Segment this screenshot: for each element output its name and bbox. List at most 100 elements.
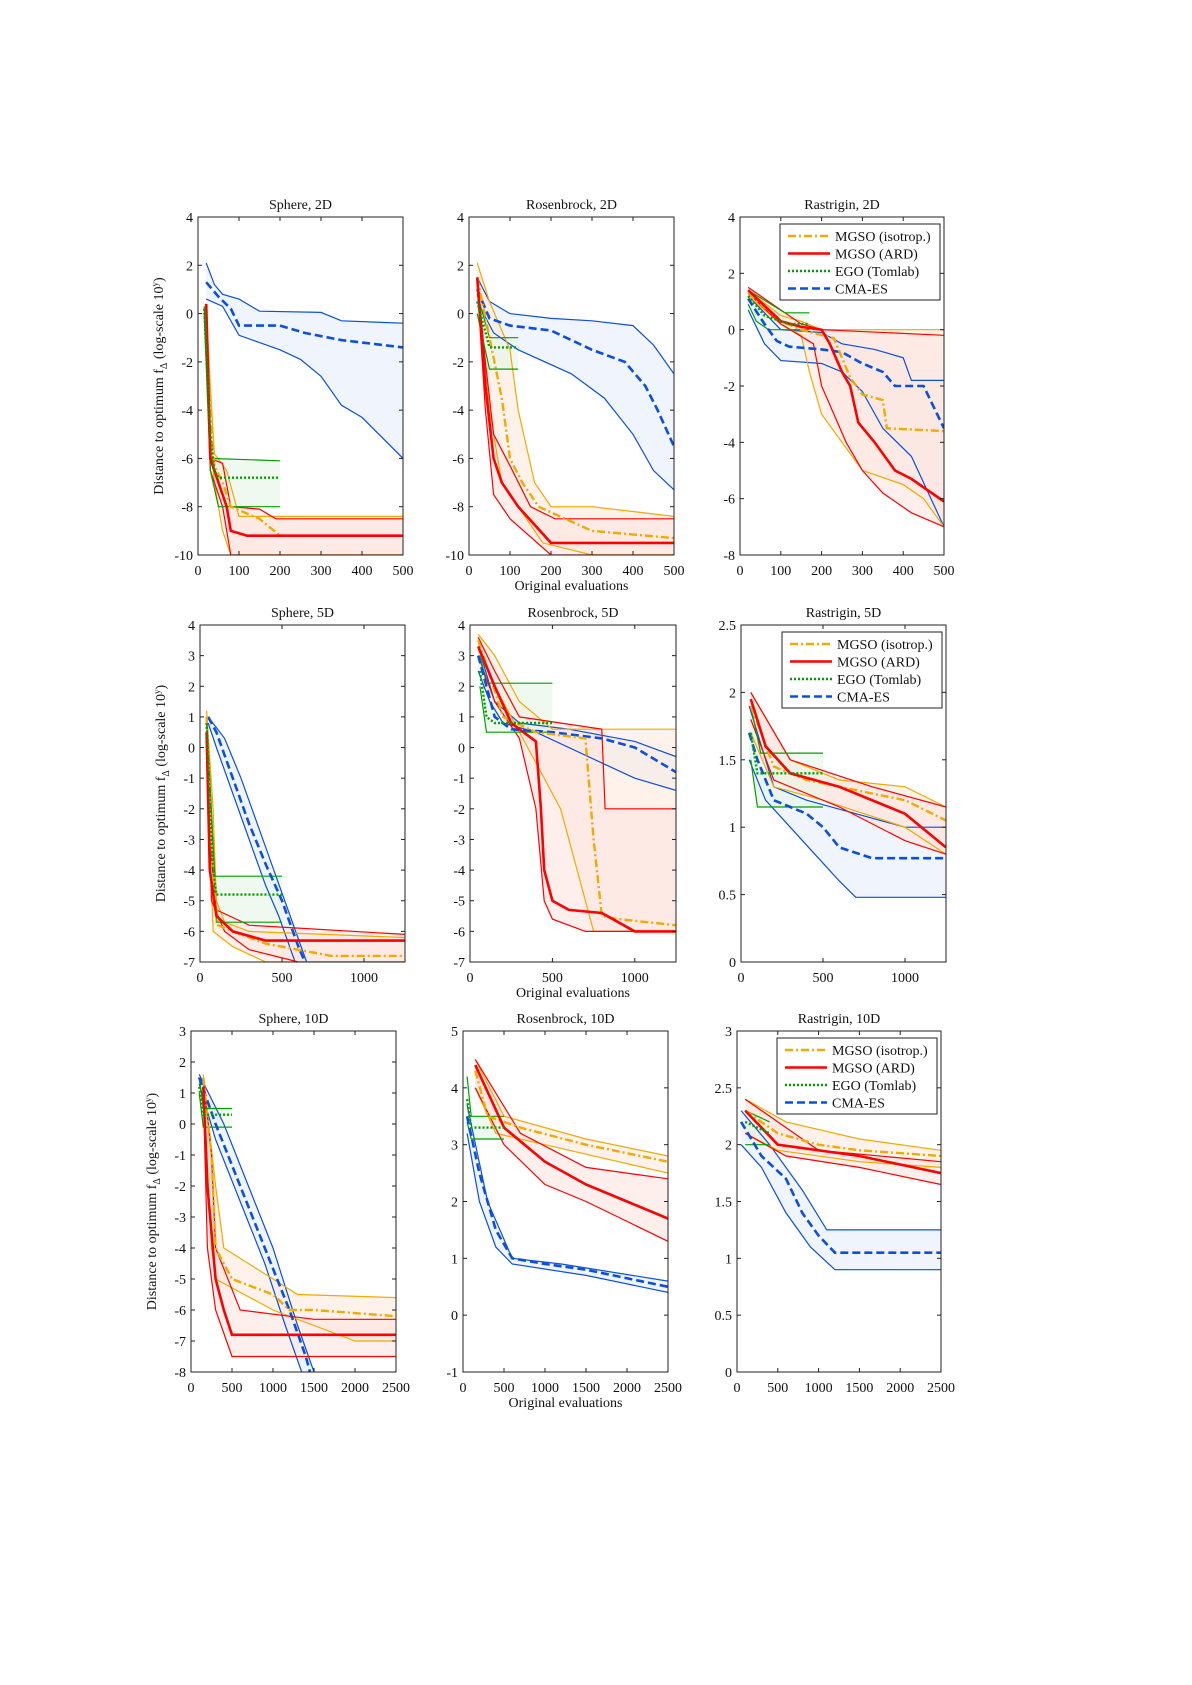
y-tick-label: 2.5 — [715, 1082, 733, 1097]
cma-band — [749, 705, 946, 898]
y-tick-label: 2 — [188, 680, 195, 695]
ard-median-line — [744, 1109, 941, 1175]
ard-upper-line — [474, 1059, 668, 1180]
plot-area — [203, 262, 403, 555]
cma-median-line — [476, 288, 674, 447]
legend-label-iso: MGSO (isotrop.) — [837, 638, 933, 653]
ego-band — [479, 655, 553, 733]
x-tick-label: 100 — [229, 564, 250, 579]
ard-band — [478, 637, 676, 932]
x-tick-label: 1500 — [845, 1381, 873, 1396]
cma-median-line — [465, 1116, 668, 1289]
y-axis-label-post: ) — [152, 277, 167, 282]
iso-median-line — [205, 313, 403, 537]
iso-upper-line — [744, 1098, 941, 1151]
y-tick-label: 2 — [457, 259, 464, 274]
x-axis-label: Original evaluations — [516, 986, 630, 1001]
y-tick-label: 4 — [451, 1082, 458, 1097]
cma-lower-line — [198, 1083, 303, 1372]
ard-upper-line — [476, 277, 674, 520]
y-axis-label-pre: Distance to optimum f — [145, 1184, 160, 1310]
ard-lower-line — [202, 1092, 396, 1358]
x-tick-label: 1000 — [350, 971, 378, 986]
cma-lower-line — [476, 301, 674, 491]
legend-label-cma: CMA-ES — [832, 1097, 885, 1112]
ard-median-line — [476, 645, 676, 933]
cma-band — [477, 277, 674, 490]
x-tick-label: 2000 — [341, 1381, 369, 1396]
plot-area — [747, 692, 946, 898]
cma-band — [206, 262, 403, 459]
x-tick-label: 0 — [467, 971, 474, 986]
x-tick-label: 500 — [393, 564, 414, 579]
subplot-title: Rosenbrock, 10D — [517, 1012, 615, 1027]
y-tick-label: -6 — [174, 1304, 186, 1319]
legend-label-ard: MGSO (ARD) — [835, 248, 918, 263]
cma-band — [748, 295, 944, 527]
cma-upper-line — [740, 1110, 941, 1231]
cma-median-line — [205, 281, 403, 349]
cma-lower-line — [466, 1133, 668, 1293]
y-tick-label: 1 — [458, 711, 465, 726]
ego-median-line — [744, 1120, 771, 1135]
x-tick-label: 400 — [352, 564, 373, 579]
ego-median-line — [205, 722, 282, 896]
y-tick-label: -7 — [183, 956, 195, 971]
subplot-sphere-5d: 0 500 1000 -7 -6 -5 -4 -3 -2 -1 0 1 2 3 4 Sphere, 5D Dis… — [152, 606, 406, 986]
x-tick-label: 1500 — [572, 1381, 600, 1396]
x-tick-label: 300 — [582, 564, 603, 579]
x-tick-label: 2500 — [382, 1381, 410, 1396]
x-tick-label: 300 — [852, 564, 873, 579]
x-tick-label: 200 — [541, 564, 562, 579]
axes-frame — [469, 624, 677, 963]
cma-median-line — [747, 732, 946, 860]
ard-lower-line — [476, 284, 674, 555]
ego-band — [750, 705, 823, 807]
y-tick-label: 2 — [458, 680, 465, 695]
plot-area — [747, 286, 944, 528]
x-tick-label: 100 — [770, 564, 791, 579]
subplot-rosenbrock-5d: 0 500 1000 -7 -6 -5 -4 -3 -2 -1 0 1 2 3 4 Rosenbrock, 5… — [453, 606, 677, 1001]
y-tick-label: 1 — [179, 1087, 186, 1102]
x-tick-label: 2500 — [927, 1381, 955, 1396]
x-tick-label: 500 — [494, 1381, 515, 1396]
plot-area — [465, 1059, 668, 1293]
ego-lower-line — [747, 304, 810, 331]
y-tick-label: -3 — [174, 1211, 186, 1226]
cma-lower-line — [207, 722, 296, 962]
y-tick-label: -6 — [183, 925, 195, 940]
x-tick-label: 100 — [500, 564, 521, 579]
legend-label-cma: CMA-ES — [837, 691, 890, 706]
y-axis-label-mid: (log-scale 10 — [152, 286, 167, 362]
axes-frame — [190, 1030, 397, 1373]
x-axis-label: Original evaluations — [509, 1396, 623, 1411]
ego-lower-line — [466, 1121, 504, 1140]
ard-median-line — [202, 1086, 396, 1337]
y-tick-label: -4 — [174, 1242, 186, 1257]
x-tick-label: 0 — [197, 971, 204, 986]
legend: MGSO (isotrop.) MGSO (ARD) EGO (Tomlab) CMA… — [779, 223, 941, 301]
ard-upper-line — [750, 692, 946, 808]
x-tick-label: 1000 — [891, 971, 919, 986]
ard-median-line — [475, 277, 674, 545]
y-axis-label-pre: Distance to optimum f — [152, 369, 167, 495]
subplot-title: Sphere, 2D — [269, 198, 332, 213]
ego-lower-line — [750, 759, 823, 808]
cma-upper-line — [205, 262, 403, 324]
x-tick-label: 1500 — [300, 1381, 328, 1396]
y-tick-label: -8 — [181, 501, 193, 516]
y-tick-label: 4 — [188, 619, 195, 634]
y-axis-label-sup: y — [143, 1097, 153, 1102]
subplot-rastrigin-10d: 0 500 1000 1500 2000 2500 0 0.5 1 1.5 2 2.5 3 Rastrig… — [715, 1012, 956, 1396]
ard-median-line — [749, 698, 946, 849]
x-tick-label: 500 — [664, 564, 685, 579]
y-tick-label: -6 — [723, 493, 735, 508]
x-tick-label: 500 — [542, 971, 563, 986]
axes-frame — [199, 624, 406, 963]
y-tick-label: -8 — [174, 1366, 186, 1381]
ard-lower-line — [474, 1087, 668, 1242]
x-tick-label: 1000 — [259, 1381, 287, 1396]
subplot-rastrigin-2d: 0 100 200 300 400 500 -8 -6 -4 -2 0 2 4 Rastrigin, 2D… — [723, 198, 954, 579]
x-tick-label: 1000 — [531, 1381, 559, 1396]
y-tick-label: -8 — [452, 501, 464, 516]
